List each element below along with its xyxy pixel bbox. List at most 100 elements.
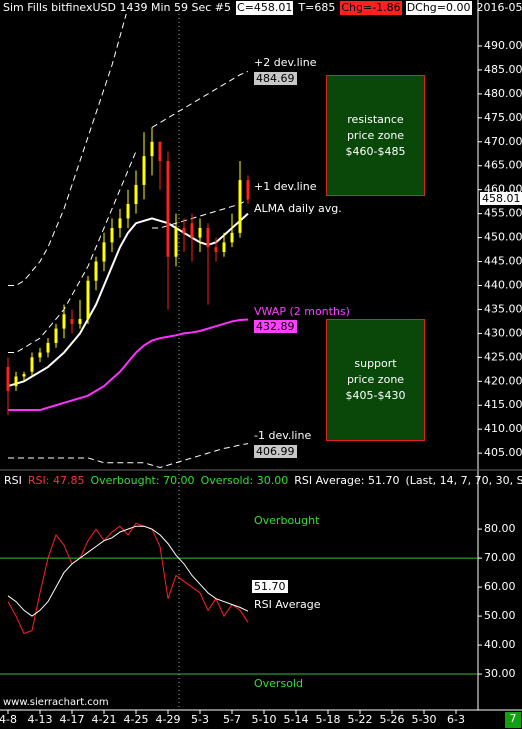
candle-body — [94, 261, 98, 281]
candle-body — [246, 180, 250, 200]
value-box: 484.69 — [254, 72, 297, 85]
y-tick-label: 480.00 — [484, 87, 522, 100]
y-tick-label: 420.00 — [484, 374, 522, 387]
rsi-value: RSI: 47.85 — [28, 474, 85, 487]
x-tick-label: 4-21 — [92, 713, 117, 726]
y-tick-label: 30.00 — [484, 667, 516, 680]
series-line — [8, 443, 249, 469]
candle-body — [30, 357, 34, 372]
candle-body — [118, 218, 122, 229]
annotation: ALMA daily avg. — [254, 202, 342, 215]
zone-text: price zone — [346, 128, 405, 142]
annotation: VWAP (2 months) — [254, 305, 350, 318]
rsi-name: RSI — [4, 474, 22, 487]
y-tick-label: 435.00 — [484, 302, 522, 315]
x-tick-label: 5-26 — [380, 713, 405, 726]
y-tick-label: 80.00 — [484, 522, 516, 535]
candle-body — [62, 314, 66, 329]
zone-text: support — [354, 356, 397, 370]
annotation: Oversold — [254, 677, 303, 690]
y-tick-label: 470.00 — [484, 135, 522, 148]
axes: 405.00 410.00 415.00 420.00 425.00 430.00 435.… — [0, 39, 522, 726]
x-tick-label: 5-14 — [284, 713, 309, 726]
candle-body — [214, 247, 218, 252]
y-tick-label: 405.00 — [484, 446, 522, 459]
header-trades: T=685 — [298, 1, 336, 14]
header: Sim Fills bitfinexUSD 1439 Min 59 Sec #5… — [2, 0, 522, 16]
y-tick-label: 430.00 — [484, 326, 522, 339]
series-line — [8, 14, 249, 286]
candle-body — [206, 228, 210, 248]
candle-body — [6, 366, 10, 391]
rsi-params: (Last, 14, 7, 70, 30, S — [405, 474, 522, 487]
x-tick-label: 5-30 — [412, 713, 437, 726]
y-tick-label: 60.00 — [484, 580, 516, 593]
x-tick-label: 5-3 — [191, 713, 209, 726]
y-tick-label: 475.00 — [484, 111, 522, 124]
rsi-pane — [0, 522, 478, 675]
candle-body — [126, 204, 130, 219]
candle-body — [46, 342, 50, 353]
series-line — [8, 151, 249, 354]
header-change: Chg=-1.86 — [340, 1, 402, 15]
series-line — [7, 522, 249, 635]
candle-body — [230, 232, 234, 243]
x-tick-label: 5-18 — [316, 713, 341, 726]
zone-text: price zone — [346, 372, 405, 386]
y-tick-label: 425.00 — [484, 350, 522, 363]
y-tick-label: 485.00 — [484, 63, 522, 76]
tab-box: 7 — [505, 712, 521, 728]
y-tick-label: 70.00 — [484, 551, 516, 564]
x-tick-label: 5-10 — [252, 713, 277, 726]
series-line — [7, 212, 249, 388]
x-tick-label: 4-13 — [28, 713, 53, 726]
last-price-box: 458.01 — [480, 192, 522, 205]
candle-body — [110, 228, 114, 243]
price-pane — [6, 14, 250, 469]
candle-body — [22, 374, 26, 377]
series-line — [8, 318, 249, 412]
candle-body — [134, 184, 138, 205]
annotation: Overbought — [254, 514, 320, 527]
candle-body — [198, 228, 202, 238]
x-tick-label: 4-29 — [156, 713, 181, 726]
value-box: 51.70 — [252, 580, 288, 593]
y-tick-label: 410.00 — [484, 422, 522, 435]
annotation: +1 dev.line — [254, 180, 317, 193]
candle-body — [190, 223, 194, 238]
candle-body — [174, 228, 178, 257]
y-tick-label: 465.00 — [484, 159, 522, 172]
candle-body — [158, 141, 162, 161]
rsi-average: RSI Average: 51.70 — [294, 474, 399, 487]
candle-body — [78, 319, 82, 324]
rsi-overbought: Overbought: 70.00 — [90, 474, 194, 487]
value-box: 432.89 — [254, 320, 297, 333]
candle-body — [142, 156, 146, 185]
header-date: 2016-05 — [476, 1, 522, 14]
annotation: +2 dev.line — [254, 56, 317, 69]
x-tick-label: 4-25 — [124, 713, 149, 726]
x-tick-label: 6-3 — [447, 713, 465, 726]
y-tick-label: 455.00 — [484, 207, 522, 220]
y-tick-label: 490.00 — [484, 39, 522, 52]
candle-body — [222, 242, 226, 252]
candle-body — [238, 180, 242, 233]
candle-body — [70, 319, 74, 324]
y-tick-label: 440.00 — [484, 278, 522, 291]
x-tick-label: 5-7 — [223, 713, 241, 726]
x-tick-label: 4-17 — [60, 713, 85, 726]
x-tick-label: 4-8 — [0, 713, 17, 726]
zone-text: $460-$485 — [345, 144, 406, 158]
y-tick-label: 50.00 — [484, 609, 516, 622]
candle-body — [166, 160, 170, 257]
candle-body — [38, 352, 42, 358]
zone-text: $405-$430 — [345, 388, 406, 402]
candle-body — [14, 376, 18, 387]
value-box: 406.99 — [254, 445, 297, 458]
candle-body — [54, 328, 58, 343]
y-tick-label: 445.00 — [484, 255, 522, 268]
watermark: www.sierrachart.com — [3, 697, 109, 708]
zone-text: resistance — [347, 112, 404, 126]
header-dchange: DChg=0.00 — [405, 1, 472, 15]
